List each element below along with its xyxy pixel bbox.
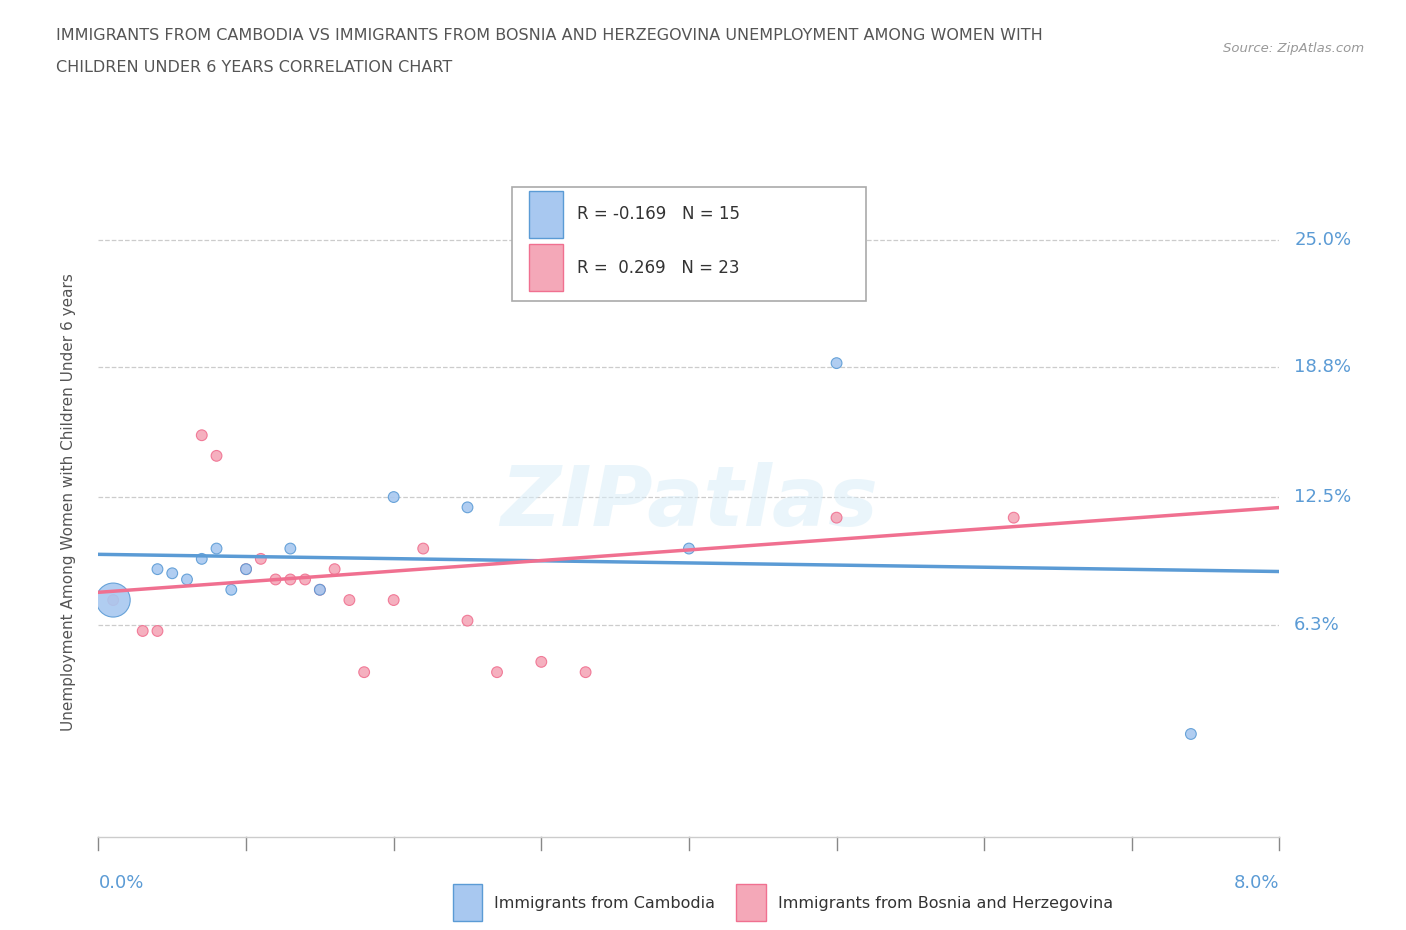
Point — [456, 500, 478, 515]
Text: 18.8%: 18.8% — [1294, 358, 1351, 377]
Text: 6.3%: 6.3% — [1294, 616, 1340, 633]
FancyBboxPatch shape — [530, 191, 562, 238]
Point — [191, 428, 214, 443]
Point — [353, 665, 375, 680]
Point — [278, 572, 301, 587]
Text: CHILDREN UNDER 6 YEARS CORRELATION CHART: CHILDREN UNDER 6 YEARS CORRELATION CHART — [56, 60, 453, 75]
Point — [235, 562, 257, 577]
Text: IMMIGRANTS FROM CAMBODIA VS IMMIGRANTS FROM BOSNIA AND HERZEGOVINA UNEMPLOYMENT : IMMIGRANTS FROM CAMBODIA VS IMMIGRANTS F… — [56, 28, 1043, 43]
Text: Immigrants from Bosnia and Herzegovina: Immigrants from Bosnia and Herzegovina — [778, 897, 1112, 911]
Point — [176, 572, 198, 587]
Point — [678, 541, 700, 556]
Point — [574, 665, 596, 680]
FancyBboxPatch shape — [530, 245, 562, 291]
Text: ZIPatlas: ZIPatlas — [501, 461, 877, 543]
Point — [382, 592, 405, 607]
Point — [191, 551, 214, 566]
FancyBboxPatch shape — [737, 884, 766, 921]
Point — [308, 582, 332, 597]
Point — [530, 655, 553, 670]
Text: 12.5%: 12.5% — [1294, 488, 1351, 506]
Point — [205, 541, 228, 556]
Point — [323, 562, 346, 577]
Point — [294, 572, 316, 587]
Text: Immigrants from Cambodia: Immigrants from Cambodia — [494, 897, 716, 911]
Point — [456, 613, 478, 628]
Point — [103, 592, 124, 607]
Text: Source: ZipAtlas.com: Source: ZipAtlas.com — [1223, 42, 1364, 55]
Point — [1180, 726, 1202, 741]
Text: 25.0%: 25.0% — [1294, 231, 1351, 248]
Text: R = -0.169   N = 15: R = -0.169 N = 15 — [576, 206, 740, 223]
Text: R =  0.269   N = 23: R = 0.269 N = 23 — [576, 259, 740, 277]
Text: 0.0%: 0.0% — [98, 874, 143, 892]
Point — [264, 572, 287, 587]
Point — [132, 623, 155, 638]
Text: Unemployment Among Women with Children Under 6 years: Unemployment Among Women with Children U… — [62, 273, 76, 731]
Point — [619, 273, 641, 288]
Point — [308, 582, 332, 597]
Point — [162, 565, 183, 580]
Point — [412, 541, 434, 556]
Text: 8.0%: 8.0% — [1234, 874, 1279, 892]
Point — [485, 665, 508, 680]
Point — [146, 562, 169, 577]
Point — [219, 582, 242, 597]
Point — [205, 448, 228, 463]
Point — [235, 562, 257, 577]
Point — [825, 355, 848, 370]
Point — [103, 592, 124, 607]
FancyBboxPatch shape — [512, 188, 866, 301]
Point — [278, 541, 301, 556]
Point — [250, 551, 273, 566]
Point — [146, 623, 169, 638]
Point — [1002, 511, 1025, 525]
FancyBboxPatch shape — [453, 884, 482, 921]
Point — [337, 592, 360, 607]
Point — [825, 511, 848, 525]
Point — [382, 489, 405, 504]
